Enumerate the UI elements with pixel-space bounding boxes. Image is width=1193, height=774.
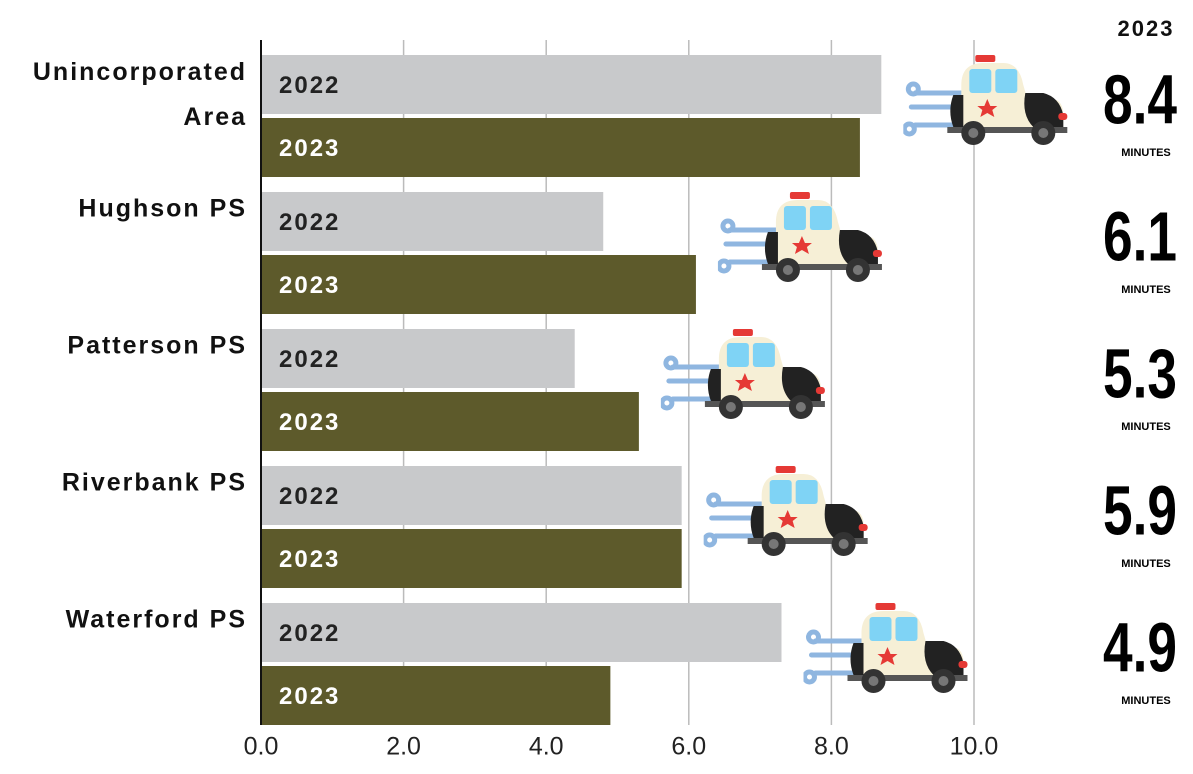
x-tick-label: 2.0 (386, 733, 421, 761)
category-label: Riverbank PS (62, 469, 247, 497)
value-callout: 8.4 (1103, 60, 1177, 138)
value-callout: 4.9 (1103, 608, 1177, 686)
x-tick-label: 10.0 (950, 733, 999, 761)
bar (261, 192, 604, 251)
car-icon (719, 192, 882, 282)
bar (261, 255, 696, 314)
bar-label: 2022 (279, 346, 340, 373)
car-icon (705, 466, 868, 556)
bar-label: 2022 (279, 209, 340, 236)
category-label: Hughson PS (78, 195, 247, 223)
bar (261, 466, 682, 525)
value-callout: 5.3 (1103, 334, 1177, 412)
bar-label: 2023 (279, 135, 340, 162)
car-icon (804, 603, 967, 693)
bar-label: 2022 (279, 72, 340, 99)
unit-label: MINUTES (1121, 558, 1171, 570)
x-tick-label: 4.0 (529, 733, 564, 761)
value-callout: 6.1 (1103, 197, 1177, 275)
unit-label: MINUTES (1121, 421, 1171, 433)
category-label: Waterford PS (66, 606, 247, 634)
category-label: Patterson PS (67, 332, 247, 360)
x-tick-label: 8.0 (814, 733, 849, 761)
car-icon (904, 55, 1067, 145)
bar-label: 2022 (279, 620, 340, 647)
bar (261, 529, 682, 588)
category-label: Unincorporated Area (33, 58, 247, 131)
bar-label: 2023 (279, 272, 340, 299)
bar (261, 329, 575, 388)
x-tick-label: 6.0 (671, 733, 706, 761)
value-callout: 5.9 (1103, 471, 1177, 549)
bar (261, 118, 860, 177)
car-icon (662, 329, 825, 419)
unit-label: MINUTES (1121, 147, 1171, 159)
bar-label: 2023 (279, 683, 340, 710)
bar (261, 392, 639, 451)
bar (261, 55, 882, 114)
column-header: 2023 (1118, 16, 1175, 41)
unit-label: MINUTES (1121, 284, 1171, 296)
bar-label: 2023 (279, 546, 340, 573)
bar (261, 603, 782, 662)
unit-label: MINUTES (1121, 695, 1171, 707)
bar-label: 2022 (279, 483, 340, 510)
bar (261, 666, 611, 725)
bar-label: 2023 (279, 409, 340, 436)
x-tick-label: 0.0 (244, 733, 279, 761)
